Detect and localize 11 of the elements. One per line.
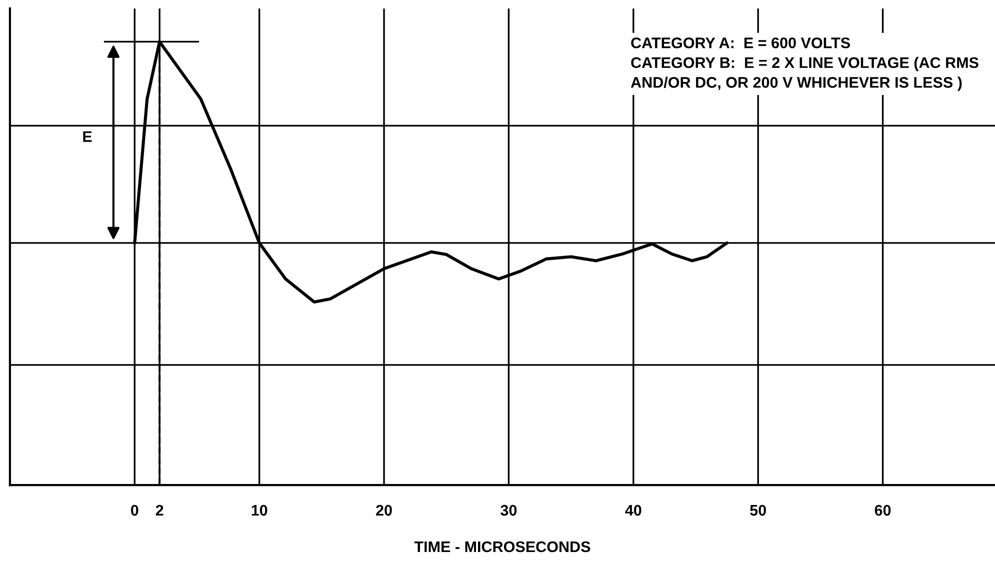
x-tick-label: 30 xyxy=(500,504,517,516)
x-axis-title: TIME - MICROSECONDS xyxy=(414,541,590,552)
x-tick-label: 10 xyxy=(252,504,268,516)
x-tick-label: 60 xyxy=(874,504,891,516)
x-tick-label: 40 xyxy=(625,504,642,516)
annotation: E xyxy=(83,131,92,142)
x-tick-label: 0 xyxy=(130,504,138,516)
x-tick-label: 2 xyxy=(156,504,164,516)
x-tick-label: 20 xyxy=(376,504,392,516)
x-tick-label: 50 xyxy=(750,504,766,516)
annotation: CATEGORY A: E = 600 VOLTS CATEGORY B: E = 2 X LINE VOLTAGE (AC RMS AND/OR DC, OR 200 V WHICHEVER IS LESS ) xyxy=(630,37,978,91)
